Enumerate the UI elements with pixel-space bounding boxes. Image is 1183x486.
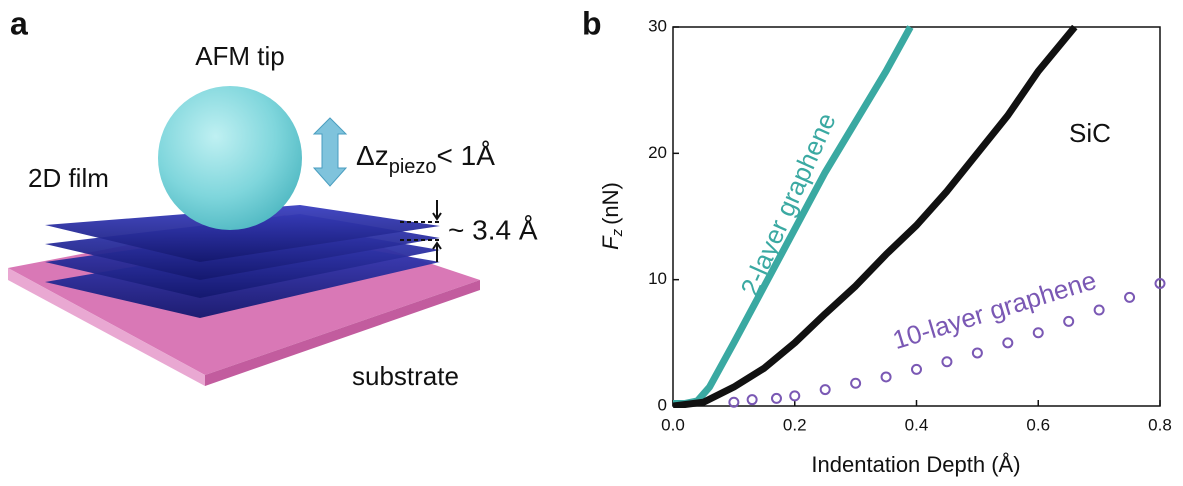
data-point [941,356,953,368]
data-line [673,25,1078,408]
dz-symbol: Δz [356,140,389,171]
data-point [911,363,922,375]
x-tick-label: 0.6 [1026,415,1050,434]
data-point [1093,304,1105,316]
tip-label: AFM tip [195,41,285,71]
substrate-label: substrate [352,361,459,391]
data-point [971,347,983,359]
data-point [850,377,862,389]
substrate-edge [205,280,480,386]
series-label: SiC [1069,118,1111,148]
double-arrow [312,117,348,187]
spacing-label: ~ 3.4 Å [448,214,538,245]
data-point [1032,327,1044,339]
data-point [789,390,801,402]
film-layer [45,205,440,262]
data-point [1124,291,1136,303]
data-point [728,396,740,408]
x-tick-label: 0.2 [783,415,807,434]
panel-b: b Indentation Depth (Å) Fz (nN) 0.0 0.2 0.4… [582,5,1172,476]
data-point [880,371,892,383]
y-tick-label: 10 [648,269,667,288]
afm-tip [158,86,302,230]
series-label: 2-layer graphene [734,108,841,300]
x-tick-label: 0.0 [661,415,685,434]
data-point [1154,277,1166,289]
data-point [770,392,782,404]
y-axis-label: Fz (nN) [598,182,626,250]
data-point [1002,337,1014,349]
data-point [746,394,758,406]
y-label-symbol: F [598,235,623,250]
data-point [1063,315,1075,327]
y-tick-label: 20 [648,143,667,162]
plot-frame [672,26,1161,407]
film-label: 2D film [28,163,109,193]
y-label-subscript: z [609,228,626,237]
dz-value: < 1Å [437,140,496,171]
x-tick-label: 0.4 [905,415,929,434]
x-tick-label: 0.8 [1148,415,1172,434]
y-tick-label: 30 [648,16,667,35]
x-axis-label: Indentation Depth (Å) [811,452,1020,477]
panel-label: b [582,5,602,41]
y-label-unit: (nN) [598,182,623,225]
dz-subscript: piezo [389,156,437,178]
panel-label: a [10,5,28,41]
dz-label: Δzpiezo< 1Å [356,140,495,178]
substrate-edge [8,268,205,386]
spacing-arrows [432,200,442,262]
panel-a: a AFM tip 2D film Δzpiezo< 1Å ~ 3.4 Å su… [8,5,538,391]
y-tick-label: 0 [658,395,667,414]
data-point [819,384,831,396]
series-label: 10-layer graphene [889,265,1100,355]
